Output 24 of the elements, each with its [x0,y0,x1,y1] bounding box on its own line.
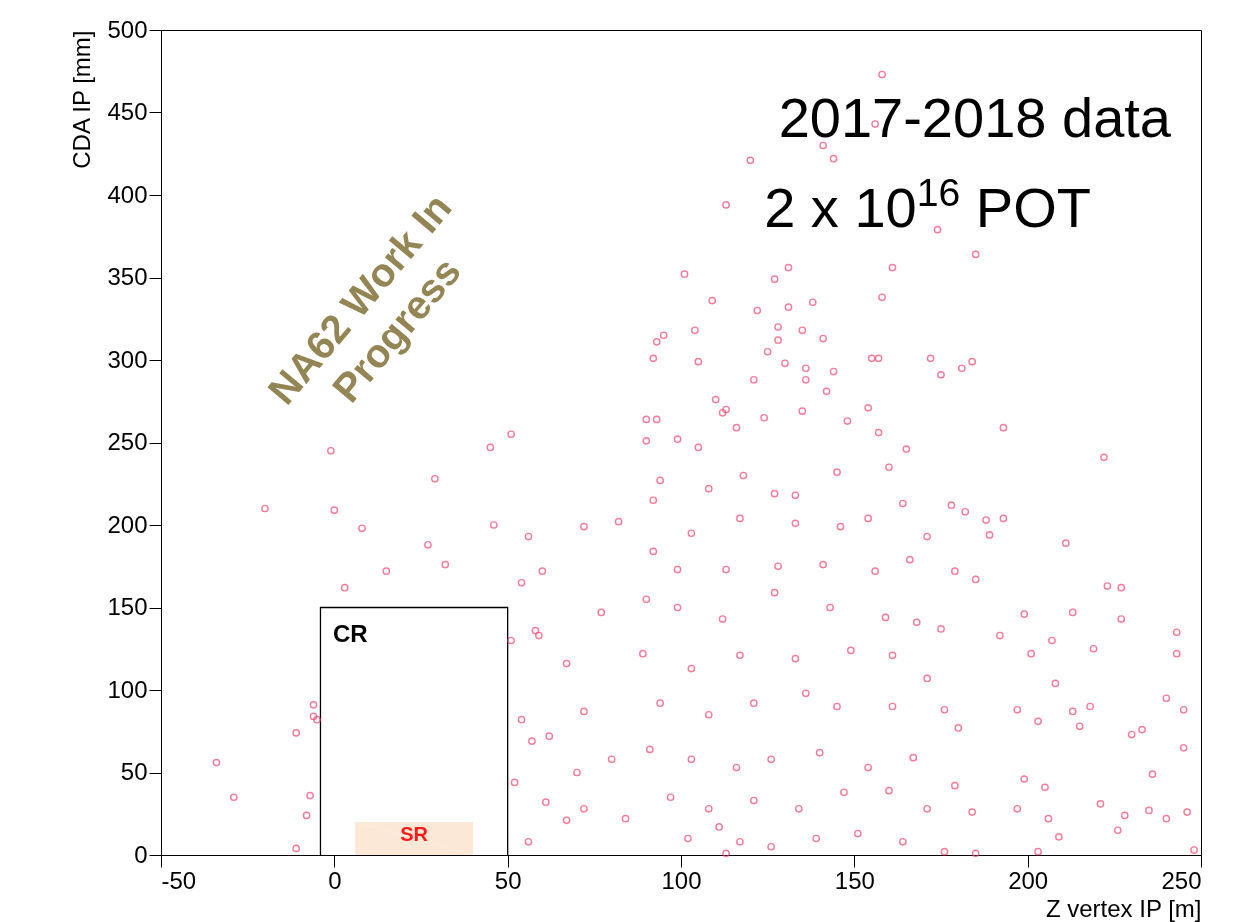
annotation: 2 x 10$^{16}$ POT [764,170,1091,239]
annotation: 2017-2018 data [778,86,1172,149]
y-tick-label: 100 [107,675,148,703]
x-tick-label: 250 [1161,866,1202,894]
y-tick-label: 350 [107,263,148,290]
y-tick-label: 150 [107,593,148,620]
x-tick-label: 50 [494,866,522,894]
y-tick-label: 200 [107,510,148,538]
y-tick-label: 300 [107,345,148,373]
annotation: CR [333,620,368,647]
y-tick-label: 400 [107,180,148,208]
y-tick-label: 500 [107,15,148,43]
x-tick-label: 0 [328,866,342,894]
y-tick-label: 250 [107,428,148,455]
x-tick-label: 100 [661,866,702,894]
x-tick-label: -50 [161,866,197,894]
y-tick-label: 450 [107,98,148,125]
x-axis-title: Z vertex IP [m] [1045,894,1202,922]
y-tick-label: 0 [134,840,148,868]
x-tick-label: 150 [834,866,875,894]
y-axis-title: CDA IP [mm] [68,30,96,169]
x-tick-label: 200 [1008,866,1049,894]
y-tick-label: 50 [120,758,148,785]
annotation: SR [400,823,429,846]
